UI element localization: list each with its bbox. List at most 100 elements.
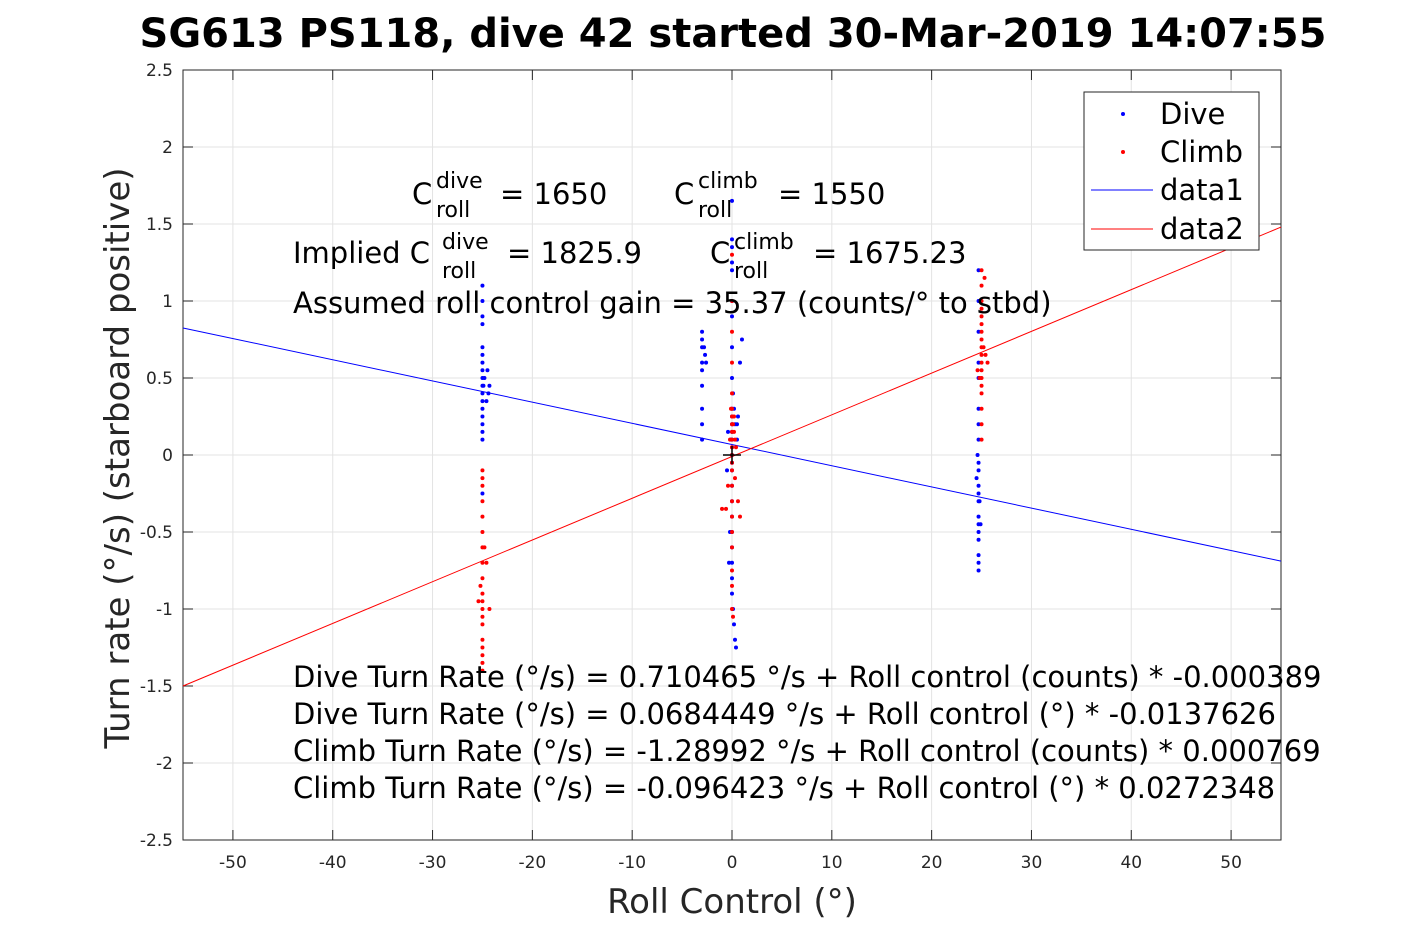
- climb-point: [979, 268, 984, 273]
- fit-equations: Dive Turn Rate (°/s) = 0.710465 °/s + Ro…: [293, 660, 1321, 805]
- x-tick-label: -20: [518, 853, 546, 873]
- dive-point: [703, 352, 708, 357]
- c-dive-base: C: [412, 177, 432, 211]
- climb-point: [979, 299, 984, 303]
- climb-point: [732, 437, 737, 442]
- climb-point: [979, 406, 984, 411]
- climb-point: [480, 560, 485, 565]
- climb-point: [724, 506, 729, 511]
- climb-point: [480, 514, 485, 519]
- dive-point: [976, 406, 981, 411]
- implied-climb-value: = 1675.23: [813, 236, 966, 270]
- y-tick-label: 2.5: [146, 61, 173, 81]
- dive-point: [730, 260, 734, 265]
- climb-point: [979, 352, 984, 357]
- dive-point: [480, 422, 485, 427]
- legend-data2-label: data2: [1160, 212, 1244, 246]
- climb-point: [728, 437, 733, 442]
- dive-point: [480, 437, 485, 442]
- x-axis: -50 -40 -30 -20 -10 0 10 20 30 40 50: [219, 70, 1242, 873]
- fit-line-data1: [182, 327, 1282, 562]
- climb-point: [730, 252, 734, 257]
- x-tick-label: -40: [319, 853, 347, 873]
- climb-point: [730, 607, 734, 611]
- dive-point: [480, 491, 485, 496]
- dive-point: [976, 553, 981, 558]
- dive-point: [725, 468, 730, 473]
- y-tick-label: 1.5: [146, 215, 173, 235]
- c-dive-sub: roll: [436, 198, 470, 223]
- climb-point: [720, 506, 725, 511]
- x-tick-label: 50: [1220, 853, 1242, 873]
- dive-point: [480, 360, 485, 365]
- dive-point: [976, 268, 981, 273]
- climb-point: [480, 614, 485, 619]
- climb-point: [476, 599, 481, 604]
- dive-point: [700, 383, 705, 388]
- dive-point: [484, 399, 489, 404]
- dive-point: [976, 329, 981, 334]
- dive-point: [700, 406, 705, 411]
- dive-point: [730, 198, 734, 203]
- climb-point: [730, 360, 734, 365]
- dive-point: [739, 337, 744, 342]
- dive-point: [480, 406, 485, 411]
- dive-point: [976, 437, 981, 442]
- dive-point: [480, 368, 485, 373]
- climb-point: [480, 530, 485, 534]
- climb-point: [979, 306, 984, 311]
- svg-text:C: C: [412, 177, 432, 211]
- climb-point: [480, 576, 485, 581]
- climb-point: [729, 406, 734, 411]
- dive-point: [976, 422, 981, 427]
- dive-point: [727, 560, 732, 565]
- dive-point: [704, 360, 709, 365]
- dive-point: [730, 560, 734, 565]
- c-dive-value: = 1650: [500, 177, 607, 211]
- climb-point: [482, 545, 487, 550]
- dive-point: [730, 314, 734, 319]
- climb-point: [480, 668, 485, 673]
- dive-point: [732, 637, 737, 642]
- climb-point: [979, 337, 984, 342]
- y-axis: -2.5 -2 -1.5 -1 -0.5 0 0.5 1 1.5 2 2.5: [140, 61, 1281, 851]
- dive-point: [737, 360, 742, 365]
- dive-point: [976, 360, 981, 365]
- climb-point: [979, 437, 984, 442]
- dive-point: [726, 429, 731, 434]
- annotation-c-roll: C dive roll = 1650 C climb roll = 1550: [412, 169, 885, 223]
- climb-point: [977, 376, 982, 380]
- legend: Dive Climb data1 data2: [1083, 91, 1260, 251]
- dive-point: [974, 476, 979, 481]
- legend-dive-marker: [1121, 112, 1125, 116]
- c-climb-sub: roll: [698, 198, 732, 223]
- dive-point: [482, 376, 487, 380]
- dive-point: [730, 268, 734, 273]
- dive-point: [486, 391, 491, 396]
- climb-point: [480, 607, 485, 611]
- climb-point: [730, 514, 734, 519]
- dive-point: [978, 522, 983, 527]
- dive-point: [976, 530, 981, 534]
- dive-point: [702, 345, 707, 350]
- dive-point: [976, 299, 981, 303]
- chart-title: SG613 PS118, dive 42 started 30-Mar-2019…: [140, 11, 1327, 57]
- dive-point: [480, 299, 485, 303]
- dive-point: [487, 383, 492, 388]
- dive-point: [480, 414, 485, 419]
- y-tick-label: -2.5: [140, 831, 173, 851]
- x-tick-label: 10: [821, 853, 843, 873]
- annotation-implied: Implied C dive roll = 1825.9 C climb rol…: [293, 230, 966, 284]
- dive-point: [480, 314, 485, 319]
- climb-point: [975, 368, 980, 373]
- fit-equation: Climb Turn Rate (°/s) = -0.096423 °/s + …: [293, 771, 1275, 805]
- dive-point: [730, 237, 734, 242]
- dive-point: [700, 360, 705, 365]
- climb-point: [726, 483, 731, 488]
- dive-point: [977, 499, 982, 504]
- dive-point: [480, 391, 485, 396]
- climb-point: [480, 622, 485, 627]
- climb-point: [730, 568, 734, 573]
- dive-point: [976, 460, 981, 465]
